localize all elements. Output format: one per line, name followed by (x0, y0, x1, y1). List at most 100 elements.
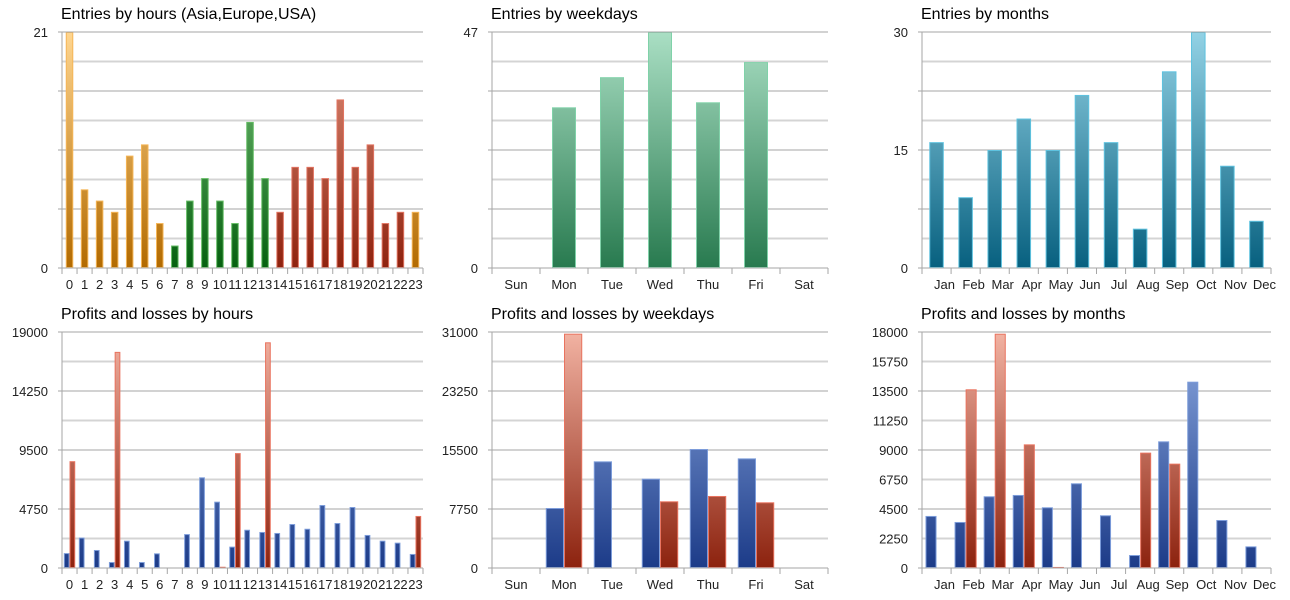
x-tick-label: 17 (318, 577, 332, 592)
x-tick-label: 5 (141, 277, 148, 292)
y-tick-label: 18000 (872, 325, 908, 340)
bar-profits-mar (983, 496, 995, 569)
x-tick-label: 6 (156, 577, 163, 592)
x-tick-label: Mon (551, 277, 576, 292)
bar-entries-15 (291, 166, 299, 269)
bar-profits-22 (394, 542, 401, 569)
chart-svg: 0 15 30 Jan Feb Mar Apr May Jun Jul Aug Sep Oct Nov De… (894, 25, 1277, 292)
x-tick-label: Sat (794, 277, 814, 292)
y-tick-label: 7750 (449, 502, 478, 517)
bar-profits-18 (334, 523, 341, 568)
chart-title: Profits and losses by weekdays (491, 306, 715, 323)
y-tick-label: 0 (471, 561, 478, 576)
bar-profits-sep (1158, 441, 1170, 568)
bar-profits-1 (78, 537, 85, 568)
bar-profits-10 (214, 501, 220, 569)
bar-profits-17 (319, 505, 326, 569)
bar-entries-19 (351, 166, 360, 269)
x-tick-label: Sun (504, 577, 527, 592)
x-tick-label: Oct (1196, 277, 1217, 292)
x-tick-label: Sat (794, 577, 814, 592)
y-tick-label: 14250 (12, 384, 48, 399)
x-tick-label: 8 (186, 277, 193, 292)
chart-svg: 0 47 Sun Mon Tue Wed Thu Fri Sat (464, 25, 829, 292)
y-tick-label: 9500 (19, 443, 48, 458)
chart-title: Entries by months (921, 6, 1050, 23)
bar-entries-apr (1016, 118, 1032, 268)
x-tick-label: 6 (156, 277, 163, 292)
x-tick-label: 7 (171, 577, 178, 592)
x-tick-label: 1 (81, 277, 88, 292)
bar-profits-16 (304, 528, 311, 569)
x-tick-label: Dec (1253, 577, 1277, 592)
x-tick-label: 9 (201, 277, 208, 292)
bar-entries-11 (231, 223, 239, 269)
x-tick-label: 13 (258, 577, 272, 592)
bar-entries-5 (140, 144, 149, 268)
bar-profits-15 (289, 524, 296, 569)
bar-entries-10 (216, 200, 224, 268)
bar-profits-2 (93, 549, 100, 568)
x-tick-label: 4 (126, 277, 133, 292)
bar-entries-16 (306, 166, 314, 269)
bar-entries-21 (381, 223, 390, 269)
bar-profits-20 (364, 534, 371, 569)
gridlines (58, 31, 423, 240)
bar-losses-mon (564, 333, 583, 569)
x-tick-label: Wed (647, 277, 674, 292)
y-tick-label: 13500 (872, 384, 908, 399)
x-tick-label: Mar (992, 577, 1015, 592)
chart-entries-by-weekdays: Entries by weekdays 0 47 Sun Mon Tue Wed Thu Fr… (430, 0, 860, 300)
x-tick-label: 11 (228, 577, 242, 592)
bar-entries-13 (261, 178, 269, 269)
bar-entries-17 (321, 178, 329, 269)
y-tick-label: 15 (894, 143, 908, 158)
bar-profits-may (1041, 507, 1053, 569)
bar-profits-13 (259, 531, 266, 568)
chart-profits-losses-by-weekdays: Profits and losses by weekdays 0 7750 1550… (430, 300, 860, 600)
x-tick-label: Apr (1022, 577, 1043, 592)
x-tick-label: 21 (378, 577, 392, 592)
bar-profits-21 (379, 540, 386, 569)
bar-losses-13 (265, 342, 271, 568)
x-tick-label: May (1049, 277, 1074, 292)
bar-profits-tue (593, 461, 612, 569)
bar-losses-aug (1140, 452, 1152, 568)
bar-profits-nov (1216, 520, 1228, 569)
chart-title: Profits and losses by months (921, 306, 1126, 323)
y-tick-label: 23250 (442, 384, 478, 399)
bar-entries-feb (958, 197, 973, 268)
chart-profits-losses-by-months: Profits and losses by months 0 2250 4500 67… (860, 300, 1290, 600)
bar-profits-aug (1129, 555, 1141, 569)
y-tick-label: 0 (41, 561, 48, 576)
bars (929, 32, 1264, 269)
y-tick-label: 0 (901, 261, 908, 276)
bar-entries-3 (110, 211, 119, 268)
x-tick-label: Tue (601, 577, 623, 592)
x-tick-label: Aug (1137, 577, 1160, 592)
x-tick-label: Feb (962, 577, 984, 592)
x-tick-label: Mon (551, 577, 576, 592)
bar-profits-jan (925, 515, 937, 568)
x-tick-label: 0 (66, 277, 73, 292)
bar-entries-tue (600, 77, 624, 269)
x-tick-label: Fri (748, 277, 763, 292)
bar-entries-4 (125, 155, 134, 268)
y-tick-label: 4500 (879, 502, 908, 517)
bar-entries-23 (411, 211, 420, 268)
bar-profits-jun (1070, 483, 1082, 568)
y-tick-label: 19000 (12, 325, 48, 340)
x-tick-label: 3 (111, 277, 118, 292)
x-tick-label: 12 (243, 277, 257, 292)
bar-profits-12 (244, 529, 251, 569)
x-tick-label: Thu (697, 577, 719, 592)
bar-profits-mon (545, 508, 565, 568)
x-tick-label: Fri (748, 577, 763, 592)
x-tick-label: 16 (303, 277, 317, 292)
bar-profits-9 (199, 477, 205, 568)
x-tick-label: 2 (96, 277, 103, 292)
y-tick-label: 11250 (873, 414, 908, 429)
x-tick-label: Dec (1253, 277, 1277, 292)
bars (925, 333, 1257, 569)
x-tick-label: 21 (378, 277, 392, 292)
